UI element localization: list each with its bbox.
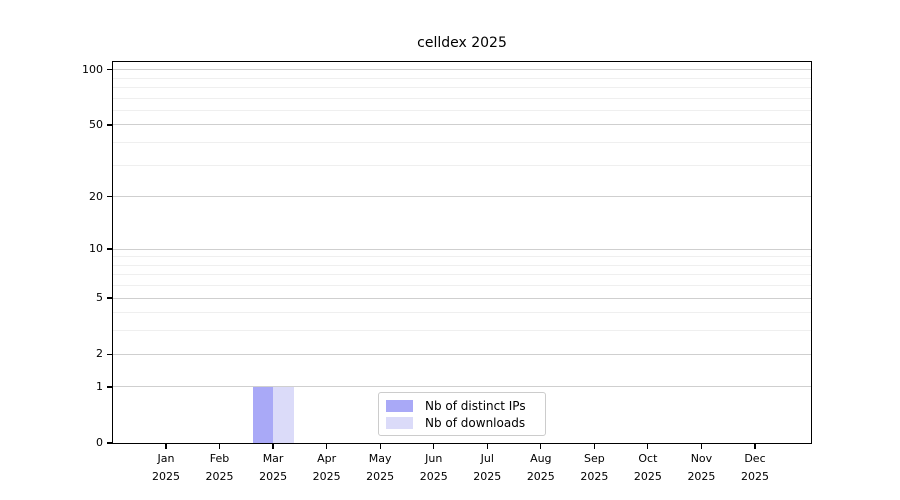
bar-downloads-mar: [273, 386, 294, 443]
x-tick: [433, 443, 435, 449]
y-tick: [107, 248, 113, 250]
x-tick-label: Jul 2025: [473, 452, 502, 483]
y-tick: [107, 386, 113, 388]
legend-entry-downloads: Nb of downloads: [386, 415, 537, 431]
x-tick-label: Dec 2025: [740, 452, 769, 483]
y-gridline-major: [113, 124, 811, 126]
x-tick-label: Apr 2025: [312, 452, 341, 483]
y-tick: [107, 353, 113, 355]
legend-swatch-distinct-ips: [386, 399, 413, 412]
y-gridline-minor: [113, 164, 811, 166]
x-tick-label: Oct 2025: [633, 452, 662, 483]
x-tick: [700, 443, 703, 449]
y-gridline-minor: [113, 274, 811, 276]
legend-label-downloads: Nb of downloads: [425, 415, 526, 430]
x-tick: [379, 443, 381, 449]
y-tick-label: 20: [89, 189, 103, 203]
x-tick: [754, 443, 756, 449]
y-tick-label: 10: [89, 242, 103, 255]
y-gridline-major: [113, 196, 811, 198]
x-tick-label: Jun 2025: [419, 452, 448, 483]
x-tick-label: Aug 2025: [526, 452, 555, 483]
bar-distinct-ips-mar: [252, 386, 274, 443]
y-gridline-minor: [113, 285, 811, 287]
y-gridline-major: [113, 248, 811, 250]
legend-label-distinct-ips: Nb of distinct IPs: [425, 398, 526, 413]
y-gridline-minor: [113, 97, 811, 99]
y-tick: [107, 124, 113, 126]
x-tick: [218, 443, 221, 449]
x-tick-label: Jan 2025: [152, 452, 180, 483]
y-gridline-minor: [113, 86, 811, 88]
y-tick-label: 100: [82, 62, 103, 76]
y-tick: [107, 196, 113, 198]
y-gridline-minor: [113, 256, 811, 258]
y-gridline-major: [113, 69, 811, 71]
y-gridline-minor: [113, 109, 811, 111]
y-tick-label: 0: [96, 436, 103, 449]
x-tick: [647, 443, 649, 449]
x-tick: [165, 443, 167, 449]
y-tick-label: 50: [89, 117, 103, 131]
y-tick: [107, 69, 113, 71]
legend-swatch-downloads: [386, 416, 413, 429]
legend: Nb of distinct IPs Nb of downloads: [378, 392, 546, 436]
y-gridline-minor: [113, 312, 811, 314]
y-tick: [107, 442, 113, 444]
y-tick-label: 1: [96, 379, 103, 393]
y-gridline-major: [113, 353, 811, 355]
y-tick-label: 2: [96, 347, 103, 361]
x-tick: [540, 443, 542, 449]
y-gridline-major: [113, 386, 811, 388]
y-gridline-minor: [113, 142, 811, 144]
x-tick: [272, 443, 274, 449]
x-tick-label: Mar 2025: [259, 452, 288, 483]
y-tick-label: 5: [96, 291, 103, 305]
y-gridline-minor: [113, 264, 811, 266]
x-tick: [326, 443, 328, 449]
x-tick: [593, 443, 595, 449]
x-tick-label: Feb 2025: [205, 452, 234, 483]
x-tick: [486, 443, 488, 449]
x-tick-label: Sep 2025: [580, 452, 609, 483]
x-tick-label: May 2025: [366, 452, 395, 483]
legend-entry-distinct-ips: Nb of distinct IPs: [386, 398, 537, 414]
y-gridline-minor: [113, 330, 811, 332]
x-tick-label: Nov 2025: [687, 452, 716, 483]
y-tick: [107, 297, 113, 299]
chart-title: celldex 2025: [417, 35, 507, 51]
y-gridline-minor: [113, 77, 811, 79]
y-gridline-major: [113, 297, 811, 299]
